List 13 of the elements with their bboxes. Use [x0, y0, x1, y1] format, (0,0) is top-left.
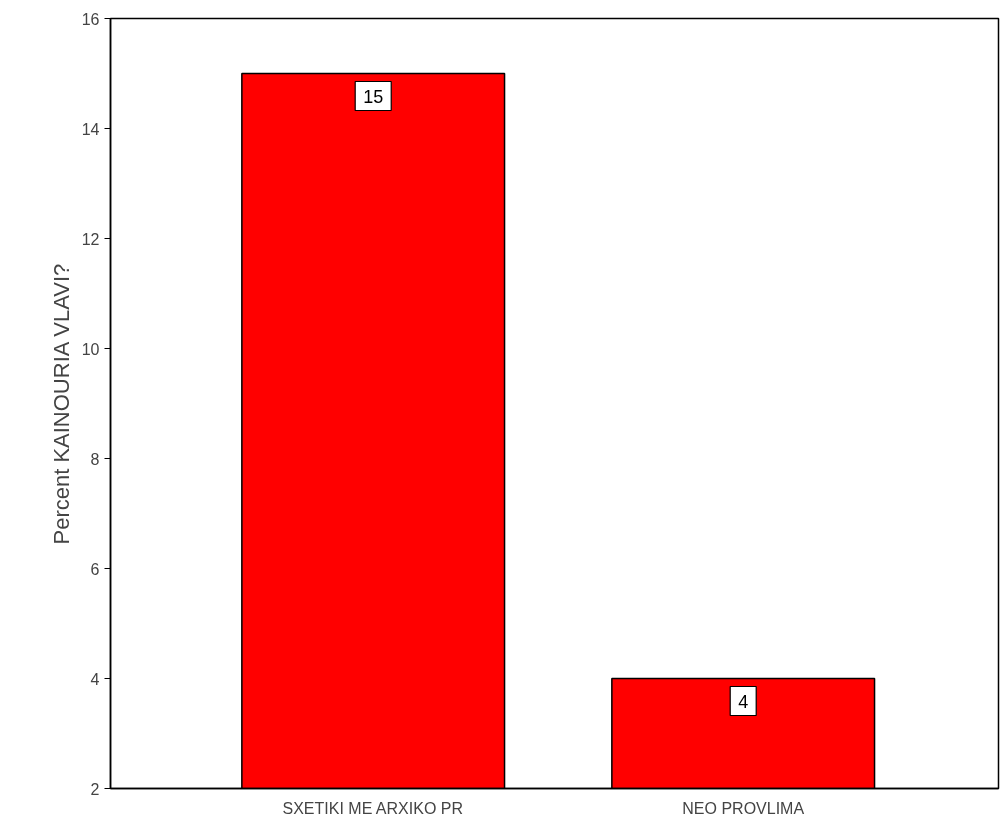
y-tick-label: 14 — [81, 120, 100, 138]
y-tick-label: 10 — [81, 340, 100, 358]
y-tick-label: 8 — [90, 450, 100, 468]
y-axis-title: Percent KAINOURIA VLAVI? — [48, 263, 74, 545]
data-label: 15 — [363, 86, 384, 107]
y-tick-label: 6 — [90, 560, 100, 578]
data-label: 4 — [738, 691, 749, 712]
y-tick-label: 2 — [90, 780, 100, 798]
y-tick-label: 12 — [81, 230, 100, 248]
y-tick-label: 16 — [81, 10, 100, 28]
x-tick-label: NEO PROVLIMA — [682, 799, 805, 817]
x-tick-label: SXETIKI ME ARXIKO PR — [282, 799, 464, 817]
y-tick-label: 4 — [90, 670, 100, 688]
